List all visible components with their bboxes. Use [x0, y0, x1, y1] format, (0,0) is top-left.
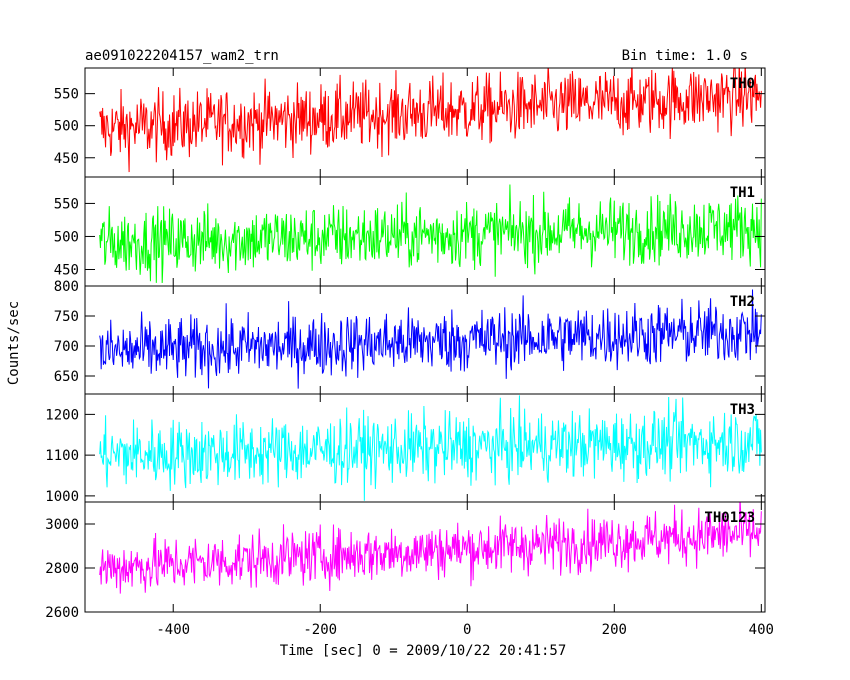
- x-tick-label: 0: [463, 622, 471, 638]
- panel-th0: 450 500 550 TH0: [54, 67, 766, 178]
- panel-name-label: TH3: [730, 402, 755, 418]
- panel-th3: 1000 1100 1200 TH3: [45, 393, 766, 505]
- x-tick-label: 400: [749, 622, 774, 638]
- panel-name-label: TH0: [730, 76, 755, 92]
- panel-frame: [84, 501, 766, 613]
- y-tick-label: 750: [54, 309, 79, 325]
- y-tick-label: 1200: [45, 407, 79, 423]
- x-tick-label: -200: [303, 622, 337, 638]
- y-axis-label: Counts/sec: [6, 301, 22, 385]
- y-tick-label: 500: [54, 229, 79, 245]
- y-tick-label: 450: [54, 151, 79, 167]
- panel-th2: 650 700 750 800 TH2: [54, 279, 766, 395]
- panel-th1: 450 500 550 TH1: [54, 176, 766, 287]
- panels-group: 450 500 550 TH0 450 500 550 TH1 650 700 750 800 TH2 1…: [45, 67, 774, 638]
- y-tick-label: 500: [54, 119, 79, 135]
- y-tick-label: 1000: [45, 489, 79, 505]
- series-line-th0123: [99, 502, 762, 594]
- y-tick-label: 1100: [45, 448, 79, 464]
- series-line-th1: [99, 184, 762, 283]
- y-tick-label: 3000: [45, 517, 79, 533]
- x-tick-label: 200: [602, 622, 627, 638]
- y-tick-label: 450: [54, 262, 79, 278]
- x-tick-label: -400: [156, 622, 190, 638]
- series-line-th0: [99, 68, 762, 173]
- panel-th0123: 2600 2800 3000 TH0123 -400 -200 0 200 400: [45, 501, 774, 638]
- x-axis-label: Time [sec] 0 = 2009/10/22 20:41:57: [280, 643, 567, 659]
- series-line-th3: [99, 395, 762, 501]
- chart-title: ae091022204157_wam2_trn: [85, 48, 279, 64]
- y-tick-label: 700: [54, 339, 79, 355]
- y-tick-label: 2800: [45, 561, 79, 577]
- series-line-th2: [99, 289, 762, 389]
- y-tick-label: 650: [54, 369, 79, 385]
- panel-name-label: TH2: [730, 294, 755, 310]
- y-tick-label: 550: [54, 87, 79, 103]
- panel-name-label: TH0123: [704, 510, 755, 526]
- y-tick-label: 800: [54, 279, 79, 295]
- y-tick-label: 2600: [45, 605, 79, 621]
- panel-name-label: TH1: [730, 185, 755, 201]
- y-tick-label: 550: [54, 196, 79, 212]
- bin-time-label: Bin time: 1.0 s: [622, 48, 748, 64]
